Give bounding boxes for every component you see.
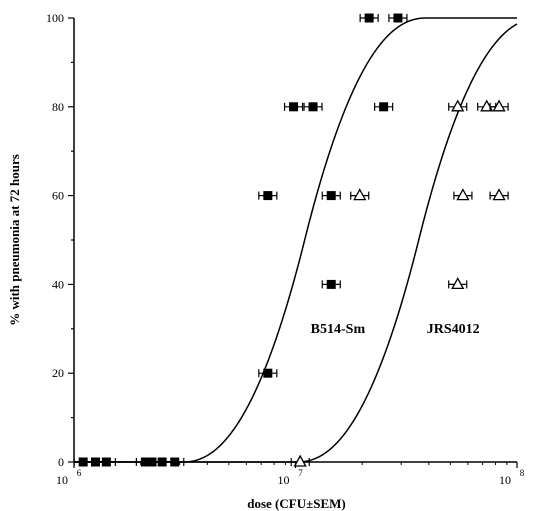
fit-curves [74,17,518,463]
y-tick-label: 100 [46,11,64,25]
data-point-triangle [456,188,470,201]
text-labels: 0 20 40 60 80 100 10 6 10 7 10 8 dose (CFU±SEM) % wit… [7,11,525,511]
data-point-triangle [353,188,367,201]
data-point-square [308,102,318,112]
y-axis-title: % with pneumonia at 72 hours [7,154,22,326]
y-tick-label: 80 [52,100,64,114]
data-point-triangle [492,188,506,201]
data-point-square [170,457,180,467]
data-point-triangle [492,99,506,112]
data-point-square [157,457,167,467]
y-tick-label: 0 [58,455,64,469]
axes [68,17,518,468]
y-tick-label: 20 [52,366,64,380]
data-point-square [101,457,111,467]
data-point-square [263,368,273,378]
x-axis-title: dose (CFU±SEM) [247,496,346,511]
data-point-triangle [451,277,465,290]
x-tick-exponent: 7 [298,468,303,478]
y-tick-label: 40 [52,277,64,291]
fit-curve-2 [74,23,518,463]
data-point-square [263,191,273,201]
y-tick-label: 60 [52,189,64,203]
data-points [73,13,509,467]
data-point-square [326,279,336,289]
data-point-triangle [293,454,307,467]
curve-label: JRS4012 [427,322,480,337]
x-tick-label: 10 [278,473,290,487]
data-point-square [289,102,299,112]
curve-label: B514-Sm [311,322,366,337]
x-tick-label: 10 [56,473,68,487]
data-point-square [364,13,374,23]
data-point-triangle [451,99,465,112]
x-tick-exponent: 6 [77,468,82,478]
x-tick-label: 10 [499,473,511,487]
fit-curve-1 [74,17,517,463]
data-point-square [326,191,336,201]
x-tick-exponent: 8 [520,468,525,478]
data-point-square [379,102,389,112]
data-point-square [393,13,403,23]
